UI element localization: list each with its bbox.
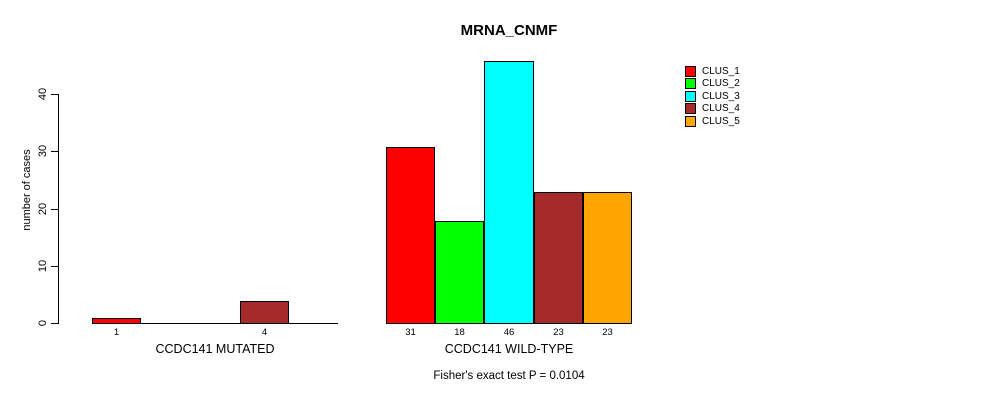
y-axis-label: number of cases — [21, 149, 33, 231]
legend-color-swatch — [685, 66, 696, 77]
bar-clus_1 — [92, 318, 141, 324]
legend-color-swatch — [685, 78, 696, 89]
legend-item-label: CLUS_3 — [702, 91, 740, 102]
bar-value-label: 4 — [261, 327, 268, 338]
legend-color-swatch — [685, 103, 696, 114]
y-tick-label: 20 — [37, 202, 49, 216]
bar-value-label: 23 — [602, 327, 613, 338]
y-tick-mark — [51, 94, 58, 95]
y-tick-mark — [51, 151, 58, 152]
bar-value-label: 1 — [113, 327, 120, 338]
legend-color-swatch — [685, 91, 696, 102]
legend-item-label: CLUS_2 — [702, 78, 740, 89]
y-tick-label: 40 — [37, 87, 49, 101]
legend-color-swatch — [685, 116, 696, 127]
y-tick-label: 30 — [37, 144, 49, 158]
y-tick-mark — [51, 266, 58, 267]
bar-clus_3 — [484, 61, 534, 324]
group-label: CCDC141 MUTATED — [155, 342, 275, 356]
y-tick-label: 10 — [37, 259, 49, 273]
y-axis-line — [58, 94, 59, 324]
footnote: Fisher's exact test P = 0.0104 — [433, 370, 585, 382]
bar-value-label: 23 — [553, 327, 564, 338]
bar-clus_5 — [583, 192, 632, 324]
x-axis-baseline — [92, 323, 338, 324]
bar-clus_2 — [435, 221, 484, 324]
y-tick-mark — [51, 323, 58, 324]
group-label: CCDC141 WILD-TYPE — [444, 342, 574, 356]
bar-clus_4 — [534, 192, 583, 324]
y-tick-mark — [51, 209, 58, 210]
bar-value-label: 31 — [405, 327, 416, 338]
legend-item-label: CLUS_1 — [702, 66, 740, 77]
bar-clus_1 — [386, 147, 435, 324]
bar-value-label: 18 — [454, 327, 465, 338]
bar-clus_4 — [240, 301, 289, 324]
bar-value-label: 46 — [503, 327, 515, 338]
legend-item-label: CLUS_5 — [702, 116, 740, 127]
chart-title: MRNA_CNMF — [460, 22, 558, 39]
legend-item-label: CLUS_4 — [702, 103, 740, 114]
y-tick-label: 0 — [37, 319, 49, 327]
